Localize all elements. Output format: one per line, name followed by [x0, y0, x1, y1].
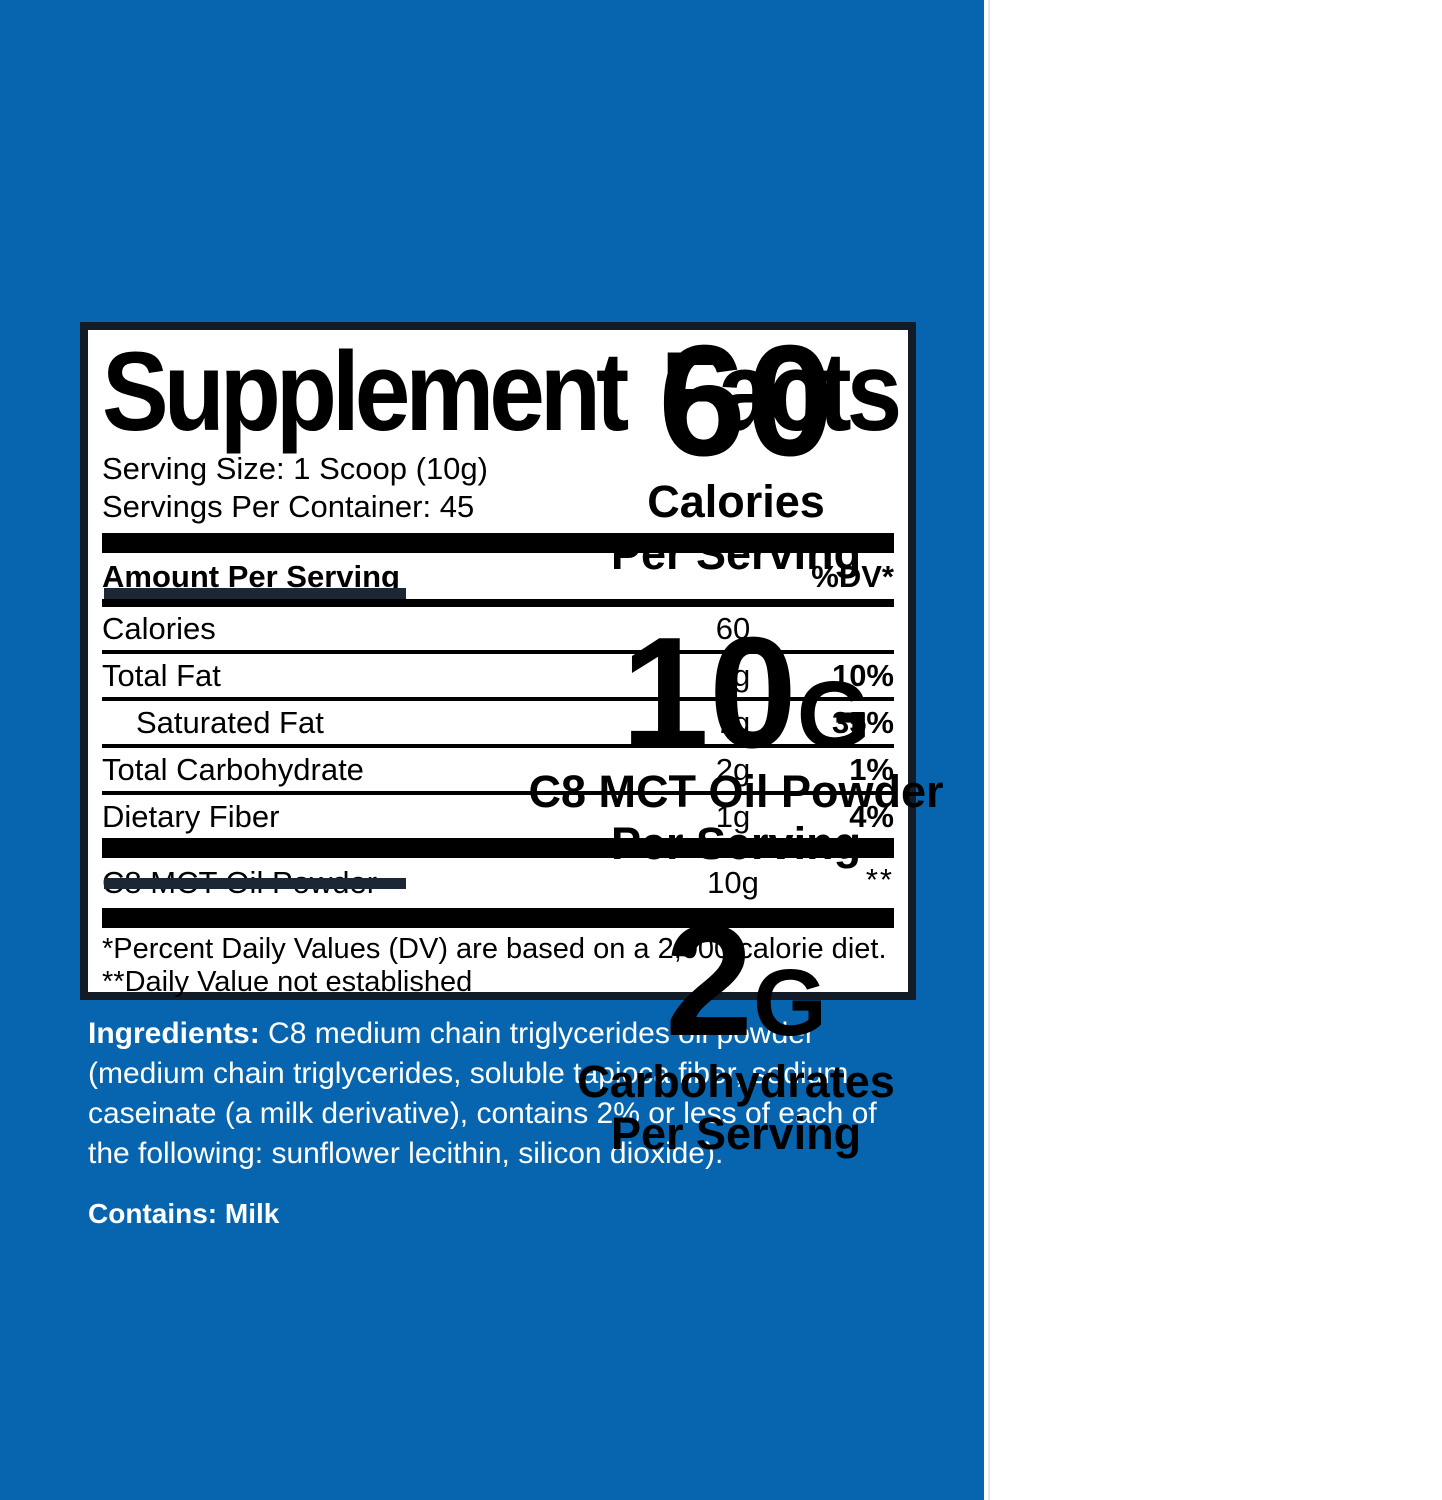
highlight-carbs-value: 2G — [665, 893, 827, 1069]
highlight-mct-label: C8 MCT Oil Powder Per Serving — [528, 766, 944, 869]
servings-per-container: Servings Per Container: 45 — [102, 489, 475, 524]
row-dv: 35% — [831, 704, 894, 740]
table-row-dietary-fiber: Dietary Fiber 1g 4% — [102, 795, 894, 838]
footnote-dv-not-established: **Daily Value not established — [102, 966, 473, 998]
row-label: Calories — [102, 610, 216, 646]
table-row-saturated-fat: Saturated Fat 7g 35% — [102, 701, 894, 748]
highlight-carbs-label: Carbohydrates Per Serving — [577, 1056, 895, 1159]
highlight-mct-value: 10G — [621, 605, 871, 781]
serving-size: Serving Size: 1 Scoop (10g) — [102, 451, 488, 486]
ingredients-section: Ingredients: C8 medium chain triglycerid… — [88, 1014, 912, 1234]
highlight-unit: G — [752, 950, 827, 1056]
highlight-calories-value: 60 — [658, 313, 834, 489]
ingredients-text: C8 medium chain triglycerides oil powder… — [88, 1017, 877, 1170]
supplement-facts-title: Supplement Facts — [102, 329, 902, 455]
row-label: Saturated Fat — [136, 704, 324, 740]
separator-bar-thick — [102, 533, 894, 553]
ingredients-paragraph: Ingredients: C8 medium chain triglycerid… — [88, 1014, 912, 1174]
table-row-total-fat: Total Fat 8g 10% — [102, 654, 894, 701]
row-amount: 1g — [715, 798, 751, 834]
row-amount: 7g — [715, 704, 751, 740]
highlight-unit: G — [796, 662, 871, 768]
row-dv: ** — [865, 862, 894, 897]
row-dv: 10% — [831, 657, 894, 693]
ingredients-label: Ingredients: — [88, 1017, 260, 1050]
highlight-divider — [104, 878, 406, 889]
header-dv: %DV* — [811, 559, 894, 594]
row-label: Total Fat — [102, 657, 221, 693]
highlight-divider — [104, 588, 406, 599]
table-row-total-carbohydrate: Total Carbohydrate 2g 1% — [102, 748, 894, 795]
highlights-panel — [984, 0, 1442, 1500]
row-dv: 4% — [849, 798, 894, 834]
row-amount: 8g — [715, 657, 751, 693]
row-amount: 60 — [715, 610, 751, 646]
row-dv: 1% — [849, 751, 894, 787]
contains-statement: Contains: Milk — [88, 1198, 280, 1229]
row-amount: 10g — [707, 865, 759, 900]
separator-bar-thick — [102, 908, 894, 928]
separator-bar-thick — [102, 838, 894, 858]
panel-edge-line — [988, 0, 990, 1500]
separator-bar-medium — [102, 599, 894, 607]
row-label: Total Carbohydrate — [102, 751, 364, 787]
row-amount: 2g — [715, 751, 751, 787]
highlight-calories-label: Calories Per Serving — [610, 476, 862, 579]
supplement-facts-panel: Supplement Facts Serving Size: 1 Scoop (… — [80, 322, 916, 1000]
row-label: Dietary Fiber — [102, 798, 280, 834]
footnote-daily-values: *Percent Daily Values (DV) are based on … — [102, 933, 887, 965]
table-row-calories: Calories 60 — [102, 607, 894, 654]
